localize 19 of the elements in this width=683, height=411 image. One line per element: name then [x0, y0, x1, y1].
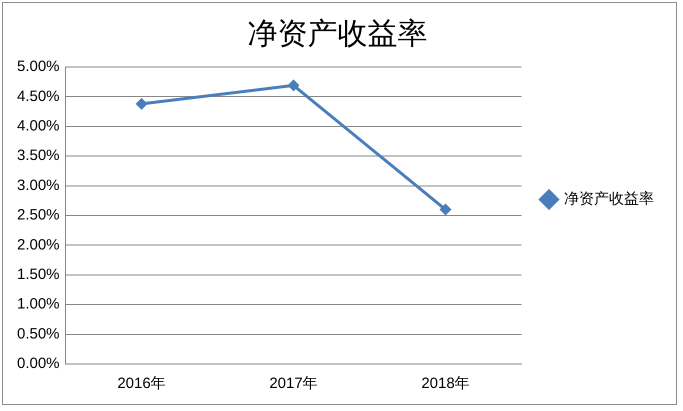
y-tick-label: 5.00% [16, 58, 60, 76]
chart-title: 净资产收益率 [248, 17, 428, 50]
y-tick-label: 2.50% [16, 206, 60, 224]
y-tick-label: 1.00% [16, 296, 60, 313]
x-tick-label: 2018年 [421, 375, 470, 392]
y-tick-label: 0.50% [16, 325, 60, 342]
point [288, 79, 300, 92]
y-tick-label: 4.50% [16, 88, 60, 105]
point [136, 98, 148, 110]
legend-label: 净资产收益率 [564, 190, 654, 208]
x-tick-label: 2017年 [269, 375, 318, 392]
y-tick-label: 2.00% [16, 236, 60, 254]
y-tick-label: 3.50% [16, 147, 60, 164]
y-tick-label: 0.00% [16, 355, 60, 372]
point [440, 204, 452, 216]
y-tick-label: 3.00% [16, 176, 60, 194]
x-tick-label: 2016年 [117, 375, 166, 392]
y-tick-label: 4.00% [16, 118, 60, 135]
y-tick-label: 1.50% [16, 266, 60, 284]
